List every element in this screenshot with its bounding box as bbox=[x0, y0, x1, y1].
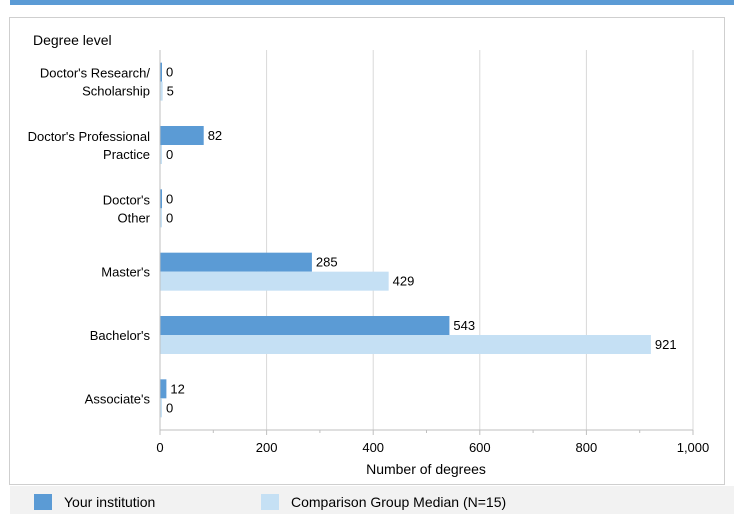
x-tick-label: 600 bbox=[469, 440, 491, 455]
bar-comparison-median bbox=[160, 398, 162, 418]
legend-label: Your institution bbox=[64, 494, 156, 510]
category-label: Doctor's Other bbox=[103, 192, 151, 225]
bar-value-label: 285 bbox=[316, 255, 338, 270]
bar-value-label: 0 bbox=[166, 210, 173, 225]
legend: Your institution Comparison Group Median… bbox=[10, 486, 734, 514]
legend-item-your-institution: Your institution bbox=[34, 493, 155, 511]
y-axis-title: Degree level bbox=[33, 32, 112, 48]
bar-comparison-median bbox=[160, 208, 162, 228]
bar-value-label: 82 bbox=[208, 128, 222, 143]
bar-comparison-median bbox=[160, 145, 162, 164]
bar-your-institution bbox=[160, 126, 204, 145]
legend-label: Comparison Group Median (N=15) bbox=[291, 494, 507, 510]
legend-item-comparison-median: Comparison Group Median (N=15) bbox=[261, 493, 506, 511]
bar-value-label: 0 bbox=[166, 147, 173, 162]
header-accent-bar bbox=[10, 0, 734, 5]
bar-value-label: 921 bbox=[655, 337, 677, 352]
x-tick-label: 800 bbox=[576, 440, 598, 455]
x-tick-label: 1,000 bbox=[677, 440, 710, 455]
bar-comparison-median bbox=[160, 271, 389, 291]
legend-swatch bbox=[34, 494, 52, 510]
bar-your-institution bbox=[160, 62, 162, 82]
chart-frame bbox=[9, 17, 725, 485]
bar-value-label: 5 bbox=[167, 84, 174, 99]
bar-value-label: 0 bbox=[166, 65, 173, 80]
x-axis-title: Number of degrees bbox=[366, 461, 486, 477]
bar-comparison-median bbox=[160, 81, 163, 101]
bar-your-institution bbox=[160, 379, 167, 399]
bar-comparison-median bbox=[160, 335, 651, 354]
bars: 0 5 82 0 0 0 285 429 543 921 12 0 bbox=[160, 62, 677, 418]
category-label: Associate's bbox=[85, 391, 151, 406]
legend-swatch bbox=[261, 494, 279, 510]
x-tick-label: 200 bbox=[256, 440, 278, 455]
bar-chart: Degree level 0 5 82 0 0 0 285 429 543 921 12 0 Doct… bbox=[28, 32, 710, 477]
bar-value-label: 12 bbox=[170, 381, 184, 396]
category-label: Bachelor's bbox=[90, 328, 151, 343]
gridlines bbox=[266, 50, 694, 430]
bar-value-label: 0 bbox=[166, 400, 173, 415]
bar-your-institution bbox=[160, 316, 450, 335]
x-tick-label: 400 bbox=[362, 440, 384, 455]
x-axis-ticks: 0 200 400 600 800 1,000 bbox=[156, 430, 709, 455]
category-label: Doctor's Professional Practice bbox=[28, 129, 151, 162]
bar-your-institution bbox=[160, 252, 312, 272]
bar-value-label: 0 bbox=[166, 191, 173, 206]
category-label: Doctor's Research/Scholarship bbox=[40, 66, 151, 99]
bar-value-label: 429 bbox=[393, 274, 415, 289]
bar-value-label: 543 bbox=[453, 318, 475, 333]
bar-your-institution bbox=[160, 189, 162, 209]
category-label: Master's bbox=[101, 265, 150, 280]
x-tick-label: 0 bbox=[156, 440, 163, 455]
category-labels: Doctor's Research/Scholarship Doctor's Pr… bbox=[28, 66, 151, 407]
